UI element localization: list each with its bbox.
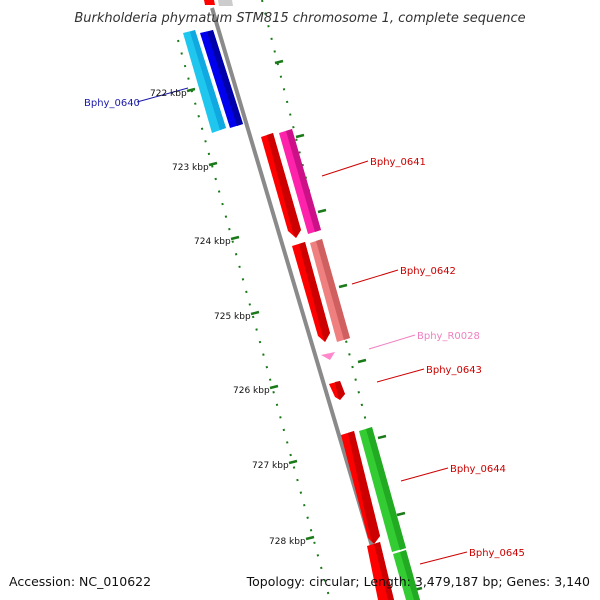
feature-bphy-0641-cds-shade — [267, 133, 301, 238]
tick-label-725: 725 kbp — [214, 312, 251, 322]
callout-lines — [136, 87, 468, 565]
feature-bphy-0645-gene-shade — [400, 550, 420, 600]
label-bphy-0640[interactable]: Bphy_0640 — [84, 98, 140, 109]
topology-text: Topology: circular; Length: 3,479,187 bp… — [246, 574, 590, 589]
major-tick-727 — [288, 459, 298, 465]
fragment-top-red — [204, 0, 215, 5]
callout-bphy-0643 — [376, 368, 425, 383]
major-ticks — [186, 87, 315, 541]
feature-bphy-0643-shade — [335, 381, 345, 400]
label-bphy-0641[interactable]: Bphy_0641 — [370, 157, 426, 168]
tick-label-723: 723 kbp — [172, 163, 209, 173]
outer-major-tick — [317, 208, 327, 214]
label-bphy-0645[interactable]: Bphy_0645 — [469, 548, 525, 559]
callout-bphy-0645 — [419, 551, 468, 565]
major-tick-723 — [208, 161, 218, 167]
accession-text: Accession: NC_010622 — [9, 574, 151, 589]
label-bphy-0642[interactable]: Bphy_0642 — [400, 266, 456, 277]
feature-bphy-0640-cds-shade — [190, 30, 226, 130]
major-tick-726 — [269, 384, 279, 390]
feature-bphy-r0028[interactable] — [321, 352, 335, 360]
feature-bphy-0642-cds-shade — [299, 242, 330, 342]
callout-bphy-r0028 — [368, 334, 416, 350]
callout-bphy-0644 — [400, 467, 449, 482]
feature-bphy-0644-gene-shade — [366, 427, 406, 550]
callout-bphy-0640 — [136, 87, 189, 103]
fragment-top-gray — [218, 0, 233, 6]
callout-bphy-0642 — [351, 269, 399, 285]
feature-bphy-0642-gene-shade — [316, 239, 350, 340]
outer-major-tick — [295, 133, 305, 139]
strand-band — [180, 0, 410, 600]
major-tick-724 — [230, 235, 240, 241]
tick-label-724: 724 kbp — [194, 237, 231, 247]
major-tick-728 — [305, 535, 315, 541]
outer-major-tick — [274, 59, 284, 65]
major-tick-722 — [186, 87, 196, 93]
feature-bphy-0640-gene-shade — [207, 30, 243, 126]
label-bphy-0644[interactable]: Bphy_0644 — [450, 464, 506, 475]
outer-major-tick — [338, 283, 348, 289]
outer-major-tick — [357, 358, 367, 364]
label-bphy-0643[interactable]: Bphy_0643 — [426, 365, 482, 376]
outer-major-tick — [377, 434, 387, 440]
feature-bphy-0645-cds-shade — [374, 542, 394, 600]
gene-features — [183, 30, 420, 600]
callout-bphy-0641 — [321, 160, 369, 177]
label-bphy-r0028[interactable]: Bphy_R0028 — [417, 331, 480, 342]
tick-label-728: 728 kbp — [269, 537, 306, 547]
tick-label-726: 726 kbp — [233, 386, 270, 396]
map-title: Burkholderia phymatum STM815 chromosome … — [74, 11, 525, 26]
outer-major-tick — [396, 511, 406, 517]
feature-bphy-0644-cds-shade — [348, 431, 380, 544]
feature-bphy-0641-gene-shade — [286, 129, 321, 232]
major-tick-725 — [250, 310, 260, 316]
tick-label-722: 722 kbp — [150, 89, 187, 99]
tick-label-727: 727 kbp — [252, 461, 289, 471]
outer-ticks — [274, 59, 423, 592]
